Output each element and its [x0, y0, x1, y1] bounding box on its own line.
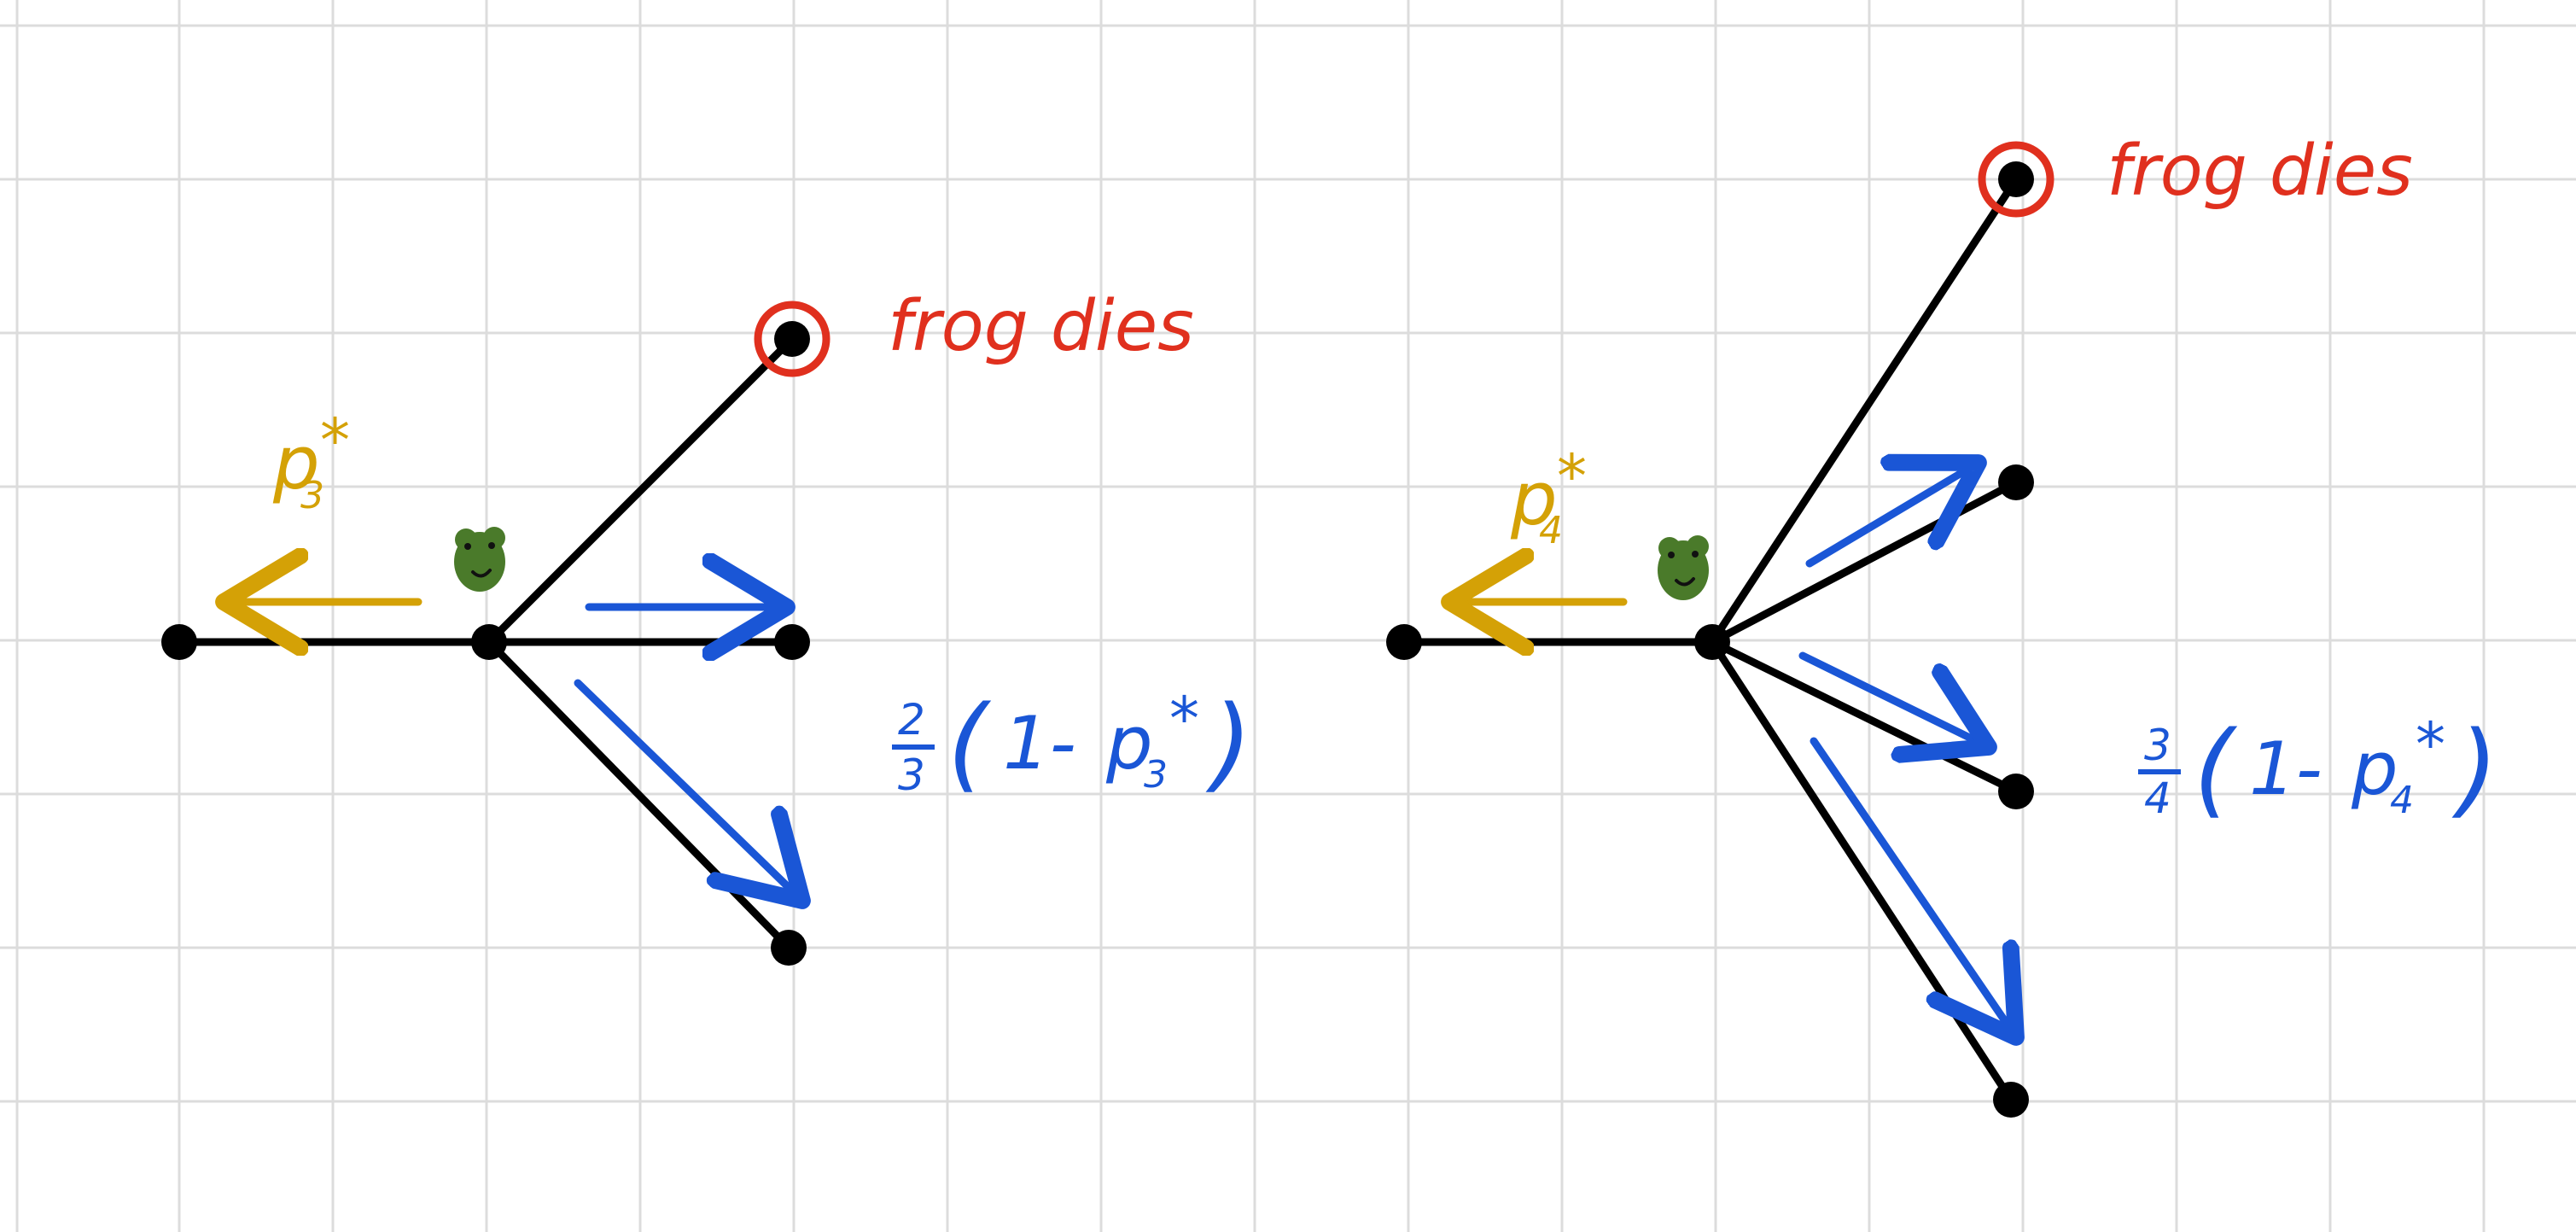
left-edge-death — [485, 335, 796, 646]
left-stay-label: p 3 * — [272, 406, 350, 517]
left-tree: frog dies p 3 * 2 3 ( 1- p 3 * ) — [161, 286, 1252, 966]
svg-text:): ) — [1205, 685, 1252, 803]
left-death-label: frog dies — [888, 286, 1194, 367]
svg-text:*: * — [320, 406, 350, 476]
right-death-ring — [1978, 141, 2054, 218]
left-node-center — [471, 624, 507, 660]
left-move-label: 2 3 ( 1- p 3 * ) — [892, 684, 1252, 803]
svg-text:*: * — [1169, 684, 1199, 754]
right-node-death — [1998, 161, 2034, 197]
right-node-mid — [1998, 774, 2034, 809]
left-node-middle — [774, 624, 810, 660]
svg-text:4: 4 — [2390, 779, 2414, 822]
right-node-upper — [1998, 464, 2034, 500]
right-nodes — [1386, 161, 2034, 1118]
svg-text:4: 4 — [2144, 774, 2171, 823]
right-move-label: 3 4 ( 1- p 4 * ) — [2138, 709, 2498, 829]
left-node-lower — [771, 930, 807, 966]
svg-text:): ) — [2451, 710, 2498, 829]
right-death-label: frog dies — [2107, 131, 2413, 212]
svg-text:p: p — [1105, 701, 1153, 786]
right-move-arrow-lower — [1810, 737, 2016, 1037]
svg-text:3: 3 — [898, 750, 925, 800]
right-move-arrow-mid — [1798, 651, 1989, 747]
svg-text:3: 3 — [2144, 721, 2171, 770]
right-node-lower — [1993, 1082, 2029, 1118]
left-node-death — [774, 321, 810, 357]
svg-text:4: 4 — [1539, 509, 1563, 552]
svg-text:1-: 1- — [1003, 701, 1076, 786]
right-edge-mid — [1708, 638, 2020, 796]
right-move-arrow-upper — [1805, 463, 1979, 568]
frog-icon — [1658, 535, 1709, 600]
svg-text:p: p — [2351, 727, 2398, 812]
svg-text:*: * — [2416, 709, 2445, 779]
right-edge-upper — [1708, 478, 2020, 646]
svg-text:(: ( — [947, 685, 992, 803]
frog-icon — [454, 527, 505, 592]
right-stay-label: p 4 * — [1510, 441, 1587, 552]
right-edge-lower — [1708, 638, 2015, 1104]
svg-text:3: 3 — [1144, 753, 1168, 797]
right-tree: frog dies p 4 * 3 4 ( 1- p 4 * ) — [1386, 131, 2498, 1118]
left-move-arrow-lower — [574, 679, 802, 901]
left-death-ring — [754, 301, 830, 377]
svg-text:3: 3 — [300, 474, 324, 517]
svg-text:p: p — [1510, 457, 1558, 542]
right-node-back — [1386, 624, 1422, 660]
svg-text:*: * — [1557, 441, 1587, 511]
right-node-center — [1694, 624, 1730, 660]
left-nodes — [161, 321, 810, 966]
right-edge-death — [1708, 175, 2020, 646]
svg-text:(: ( — [2194, 710, 2238, 829]
svg-text:2: 2 — [898, 695, 925, 744]
left-node-back — [161, 624, 197, 660]
svg-text:p: p — [272, 421, 320, 506]
svg-text:1-: 1- — [2249, 727, 2322, 812]
